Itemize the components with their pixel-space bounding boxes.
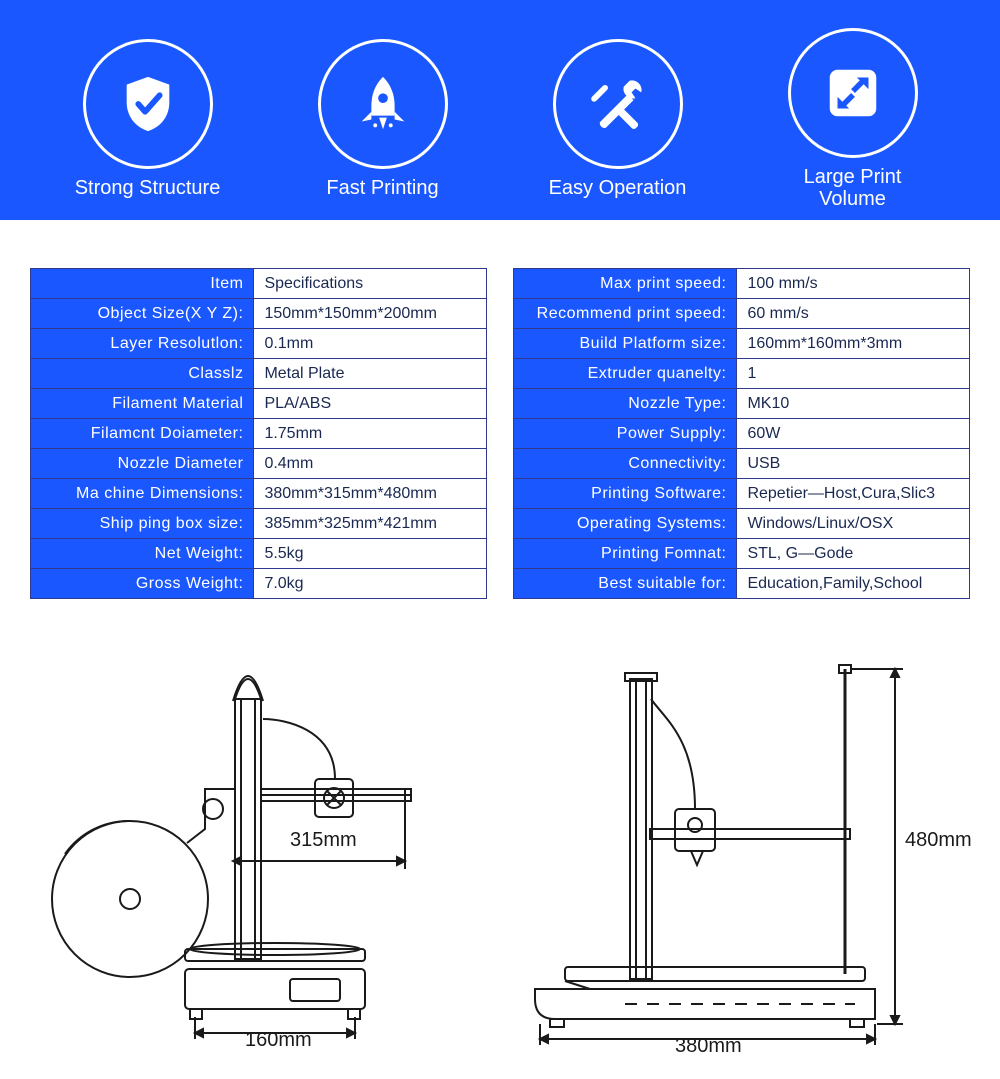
spec-value: 7.0kg xyxy=(254,569,487,599)
table-row: Printing Fomnat:STL, G—Gode xyxy=(514,539,970,569)
table-row: Extruder quanelty:1 xyxy=(514,359,970,389)
shield-check-icon xyxy=(117,73,179,135)
table-row: Filamcnt Doiameter:1.75mm xyxy=(31,419,487,449)
feature-circle xyxy=(553,39,683,169)
spec-key: Nozzle Diameter xyxy=(31,449,254,479)
table-row: Gross Weight:7.0kg xyxy=(31,569,487,599)
feature-large-print-volume: Large Print Volume xyxy=(758,28,948,210)
spec-tables: ItemSpecificationsObject Size(X Y Z):150… xyxy=(0,220,1000,599)
printer-schematic-right-icon xyxy=(495,629,965,1049)
table-row: Filament MaterialPLA/ABS xyxy=(31,389,487,419)
spec-value: Education,Family,School xyxy=(737,569,970,599)
spec-value: PLA/ABS xyxy=(254,389,487,419)
spec-key: Operating Systems: xyxy=(514,509,737,539)
spec-key: Layer Resolutlon: xyxy=(31,329,254,359)
table-row: Layer Resolutlon:0.1mm xyxy=(31,329,487,359)
table-row: Nozzle Type:MK10 xyxy=(514,389,970,419)
table-row: Ma chine Dimensions:380mm*315mm*480mm xyxy=(31,479,487,509)
spec-value: 0.4mm xyxy=(254,449,487,479)
spec-value: 60 mm/s xyxy=(737,299,970,329)
table-row: Connectivity:USB xyxy=(514,449,970,479)
spec-value: MK10 xyxy=(737,389,970,419)
expand-icon xyxy=(822,62,884,124)
dimension-diagrams: 315mm 160mm xyxy=(0,599,1000,1079)
table-row: Ship ping box size:385mm*325mm*421mm xyxy=(31,509,487,539)
spec-key: Build Platform size: xyxy=(514,329,737,359)
spec-value: 385mm*325mm*421mm xyxy=(254,509,487,539)
dim-label-side: 480mm xyxy=(905,829,972,852)
spec-key: Net Weight: xyxy=(31,539,254,569)
feature-fast-printing: Fast Printing xyxy=(288,39,478,199)
spec-key: Connectivity: xyxy=(514,449,737,479)
printer-schematic-left-icon xyxy=(35,629,445,1049)
spec-key: Printing Fomnat: xyxy=(514,539,737,569)
feature-circle xyxy=(318,39,448,169)
feature-circle xyxy=(83,39,213,169)
table-row: Best suitable for:Education,Family,Schoo… xyxy=(514,569,970,599)
spec-key: Classlz xyxy=(31,359,254,389)
table-row: ClasslzMetal Plate xyxy=(31,359,487,389)
table-row: Printing Software:Repetier—Host,Cura,Sli… xyxy=(514,479,970,509)
diagram-left: 315mm 160mm xyxy=(35,629,445,1049)
feature-label: Large Print Volume xyxy=(804,166,902,210)
hero-banner: Strong Structure Fast Printing xyxy=(0,0,1000,220)
diagram-right: 480mm 380mm xyxy=(495,629,965,1049)
feature-easy-operation: Easy Operation xyxy=(523,39,713,199)
table-row: Object Size(X Y Z):150mm*150mm*200mm xyxy=(31,299,487,329)
spec-value: 1 xyxy=(737,359,970,389)
spec-value: Specifications xyxy=(254,269,487,299)
feature-strong-structure: Strong Structure xyxy=(53,39,243,199)
dim-label-bottom: 380mm xyxy=(675,1035,742,1058)
dim-label-bottom: 160mm xyxy=(245,1029,312,1052)
tools-icon xyxy=(587,73,649,135)
spec-key: Recommend print speed: xyxy=(514,299,737,329)
spec-key: Printing Software: xyxy=(514,479,737,509)
table-row: Build Platform size:160mm*160mm*3mm xyxy=(514,329,970,359)
rocket-icon xyxy=(352,73,414,135)
spec-key: Best suitable for: xyxy=(514,569,737,599)
spec-value: USB xyxy=(737,449,970,479)
spec-value: Metal Plate xyxy=(254,359,487,389)
spec-value: Windows/Linux/OSX xyxy=(737,509,970,539)
spec-key: Filamcnt Doiameter: xyxy=(31,419,254,449)
feature-circle xyxy=(788,28,918,158)
spec-value: 150mm*150mm*200mm xyxy=(254,299,487,329)
table-row: ItemSpecifications xyxy=(31,269,487,299)
table-row: Recommend print speed:60 mm/s xyxy=(514,299,970,329)
spec-key: Power Supply: xyxy=(514,419,737,449)
table-row: Operating Systems:Windows/Linux/OSX xyxy=(514,509,970,539)
spec-value: Repetier—Host,Cura,Slic3 xyxy=(737,479,970,509)
spec-key: Extruder quanelty: xyxy=(514,359,737,389)
spec-value: 5.5kg xyxy=(254,539,487,569)
spec-value: 0.1mm xyxy=(254,329,487,359)
table-row: Max print speed:100 mm/s xyxy=(514,269,970,299)
feature-label: Fast Printing xyxy=(326,177,438,199)
spec-key: Gross Weight: xyxy=(31,569,254,599)
spec-key: Max print speed: xyxy=(514,269,737,299)
spec-key: Ship ping box size: xyxy=(31,509,254,539)
spec-table-right: Max print speed:100 mm/sRecommend print … xyxy=(513,268,970,599)
spec-value: 380mm*315mm*480mm xyxy=(254,479,487,509)
spec-value: 1.75mm xyxy=(254,419,487,449)
spec-key: Ma chine Dimensions: xyxy=(31,479,254,509)
feature-label: Easy Operation xyxy=(549,177,687,199)
spec-value: 160mm*160mm*3mm xyxy=(737,329,970,359)
dim-label-top: 315mm xyxy=(290,829,357,852)
table-row: Nozzle Diameter0.4mm xyxy=(31,449,487,479)
spec-key: Item xyxy=(31,269,254,299)
table-row: Power Supply:60W xyxy=(514,419,970,449)
spec-value: 60W xyxy=(737,419,970,449)
spec-key: Filament Material xyxy=(31,389,254,419)
spec-table-left: ItemSpecificationsObject Size(X Y Z):150… xyxy=(30,268,487,599)
feature-label: Strong Structure xyxy=(75,177,221,199)
spec-key: Object Size(X Y Z): xyxy=(31,299,254,329)
spec-key: Nozzle Type: xyxy=(514,389,737,419)
table-row: Net Weight:5.5kg xyxy=(31,539,487,569)
spec-value: 100 mm/s xyxy=(737,269,970,299)
spec-value: STL, G—Gode xyxy=(737,539,970,569)
